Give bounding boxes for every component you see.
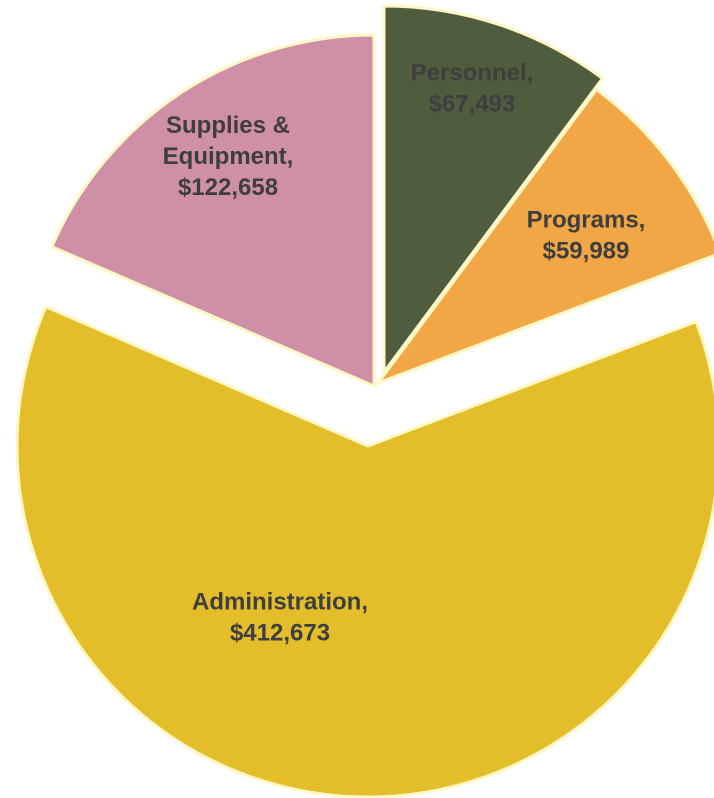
pie-slice-label-2: Programs, $59,989 bbox=[527, 207, 646, 265]
pie-slice-label-line: Personnel, bbox=[411, 60, 534, 87]
pie-slice-label-line: $59,989 bbox=[543, 238, 630, 265]
pie-slice-label-line: Programs, bbox=[527, 207, 646, 234]
pie-slice-label-line: Administration, bbox=[192, 589, 368, 616]
pie-slice-4 bbox=[49, 33, 376, 389]
pie-slice-1 bbox=[382, 4, 605, 377]
pie-slice-2 bbox=[373, 87, 714, 387]
pie-slice-label-3: Administration, $412,673 bbox=[192, 589, 368, 647]
labels-layer: Personnel, $67,493 Programs, $59,989 Adminis… bbox=[163, 60, 646, 647]
pie-slice-label-line: $122,658 bbox=[178, 174, 278, 201]
pie-slice-label-1: Personnel, $67,493 bbox=[411, 60, 534, 118]
pie-slice-label-line: $412,673 bbox=[230, 620, 330, 647]
pie-slice-3 bbox=[15, 304, 714, 798]
pie-slice-label-line: Equipment, bbox=[163, 143, 294, 170]
pie-slice-label-4: Supplies & Equipment, $122,658 bbox=[163, 112, 294, 201]
slices-layer bbox=[15, 4, 714, 798]
pie-slice-label-line: Supplies & bbox=[166, 112, 290, 139]
pie-slice-label-line: $67,493 bbox=[429, 91, 516, 118]
